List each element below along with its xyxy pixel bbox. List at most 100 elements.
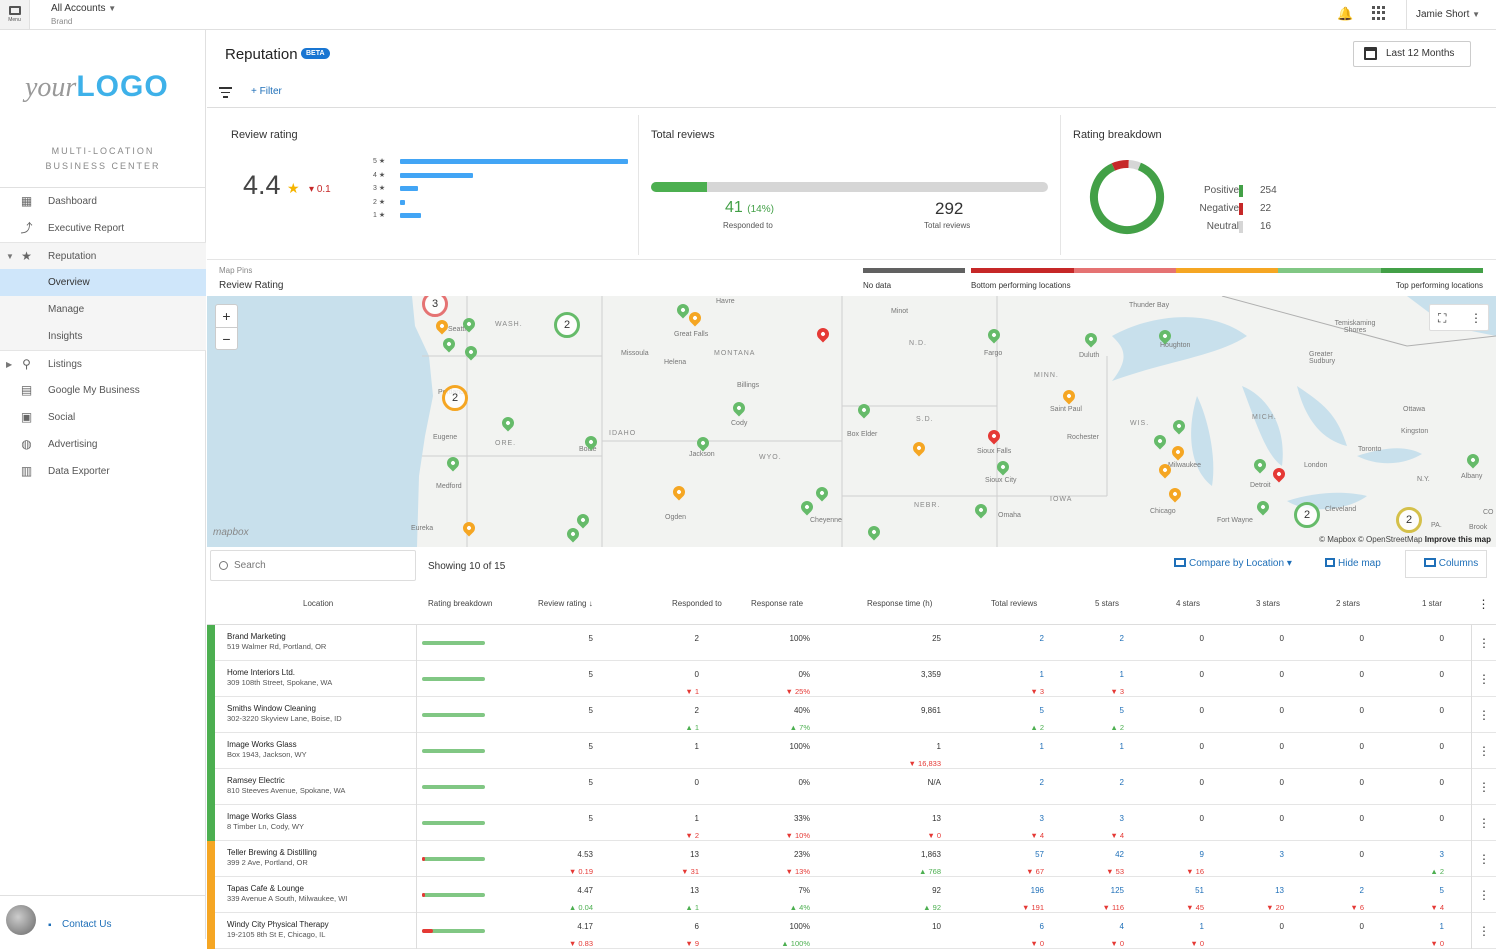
cell-value[interactable]: 5 — [1039, 706, 1044, 715]
user-menu[interactable]: Jamie Short ▼ — [1406, 0, 1489, 29]
sidebar-item-listings[interactable]: ▶ ⚲ Listings — [0, 350, 206, 377]
location-name[interactable]: Smiths Window Cleaning — [227, 704, 316, 713]
cell-value[interactable]: 2 — [1119, 634, 1124, 643]
column-header[interactable]: 4 stars — [1176, 599, 1201, 608]
cell-value[interactable]: 0 — [1439, 670, 1444, 679]
cell-value[interactable]: 0 — [1439, 778, 1444, 787]
bell-icon[interactable]: 🔔 — [1337, 6, 1354, 21]
table-row[interactable]: Teller Brewing & Distilling 399 2 Ave, Po… — [207, 841, 1496, 877]
row-kebab-icon[interactable]: ⋮ — [1471, 625, 1496, 661]
row-kebab-icon[interactable]: ⋮ — [1471, 769, 1496, 805]
cell-value[interactable]: 125 — [1110, 886, 1124, 895]
cell-value[interactable]: 4 — [1119, 922, 1124, 931]
cell-value[interactable]: 1 — [1039, 742, 1044, 751]
sidebar-item-advertising[interactable]: ◍ Advertising — [21, 437, 98, 451]
column-header[interactable]: Response time (h) — [867, 599, 933, 608]
cell-value[interactable]: 0 — [1439, 742, 1444, 751]
cell-value[interactable]: 0 — [1359, 670, 1364, 679]
map-cluster[interactable]: 3 — [422, 296, 448, 317]
cell-value[interactable]: 0 — [1439, 814, 1444, 823]
cell-value[interactable]: 0 — [1439, 634, 1444, 643]
cell-value[interactable]: 57 — [1035, 850, 1044, 859]
improve-map-link[interactable]: Improve this map — [1424, 535, 1491, 544]
sidebar-item-manage[interactable]: Manage — [0, 296, 206, 323]
cell-value[interactable]: 0 — [1279, 670, 1284, 679]
cell-value[interactable]: 42 — [1115, 850, 1124, 859]
map-cluster[interactable]: 2 — [1294, 502, 1320, 528]
location-name[interactable]: Ramsey Electric — [227, 776, 285, 785]
hide-map-button[interactable]: Hide map — [1325, 558, 1381, 569]
cell-value[interactable]: 1 — [1439, 922, 1444, 931]
zoom-out-button[interactable]: − — [216, 327, 237, 349]
cell-value[interactable]: 0 — [1279, 742, 1284, 751]
cell-value[interactable]: 0 — [1199, 634, 1204, 643]
compare-by-location-button[interactable]: Compare by Location ▾ — [1174, 558, 1292, 569]
table-row[interactable]: Tapas Cafe & Lounge 339 Avenue A South, M… — [207, 877, 1496, 913]
table-row[interactable]: Ramsey Electric 810 Steeves Avenue, Spoka… — [207, 769, 1496, 805]
zoom-in-button[interactable]: + — [222, 308, 231, 324]
menu-button[interactable]: Menu — [0, 0, 30, 29]
sidebar-item-executive-report[interactable]: ⤴ Executive Report — [20, 221, 125, 235]
sidebar-item-insights[interactable]: Insights — [0, 323, 206, 350]
date-range-button[interactable]: Last 12 Months — [1353, 41, 1471, 67]
cell-value[interactable]: 1 — [1199, 922, 1204, 931]
cell-value[interactable]: 0 — [1199, 778, 1204, 787]
cell-value[interactable]: 5 — [1439, 886, 1444, 895]
add-filter-button[interactable]: + Filter — [251, 86, 282, 97]
row-kebab-icon[interactable]: ⋮ — [1471, 697, 1496, 733]
table-row[interactable]: Image Works Glass 8 Timber Ln, Cody, WY 5 1… — [207, 805, 1496, 841]
cell-value[interactable]: 0 — [1439, 706, 1444, 715]
column-header[interactable]: Total reviews — [991, 599, 1038, 608]
column-header[interactable]: Response rate — [751, 599, 804, 608]
cell-value[interactable]: 0 — [1199, 814, 1204, 823]
cell-value[interactable]: 1 — [1119, 742, 1124, 751]
cell-value[interactable]: 1 — [1039, 670, 1044, 679]
cell-value[interactable]: 3 — [1439, 850, 1444, 859]
cell-value[interactable]: 13 — [1275, 886, 1284, 895]
cell-value[interactable]: 0 — [1359, 706, 1364, 715]
columns-button[interactable]: Columns — [1405, 550, 1487, 578]
cell-value[interactable]: 3 — [1119, 814, 1124, 823]
cell-value[interactable]: 51 — [1195, 886, 1204, 895]
cell-value[interactable]: 0 — [1199, 742, 1204, 751]
kebab-menu-icon[interactable]: ⋮ — [1470, 311, 1482, 325]
cell-value[interactable]: 0 — [1359, 814, 1364, 823]
column-header[interactable]: 3 stars — [1256, 599, 1281, 608]
cell-value[interactable]: 2 — [1359, 886, 1364, 895]
table-row[interactable]: Image Works Glass Box 1943, Jackson, WY 5 1… — [207, 733, 1496, 769]
location-name[interactable]: Home Interiors Ltd. — [227, 668, 296, 677]
contact-us-link[interactable]: Contact Us — [62, 919, 112, 930]
row-kebab-icon[interactable]: ⋮ — [1471, 733, 1496, 769]
cell-value[interactable]: 0 — [1279, 706, 1284, 715]
column-header[interactable]: 2 stars — [1336, 599, 1361, 608]
cell-value[interactable]: 1 — [1119, 670, 1124, 679]
cell-value[interactable]: 0 — [1199, 670, 1204, 679]
location-name[interactable]: Windy City Physical Therapy — [227, 920, 329, 929]
location-name[interactable]: Image Works Glass — [227, 812, 297, 821]
row-kebab-icon[interactable]: ⋮ — [1471, 913, 1496, 949]
location-name[interactable]: Tapas Cafe & Lounge — [227, 884, 304, 893]
column-header[interactable]: 5 stars — [1095, 599, 1120, 608]
column-header[interactable]: Location — [303, 599, 334, 608]
sidebar-item-google-my-business[interactable]: ▤ Google My Business — [20, 383, 140, 397]
column-header[interactable]: Rating breakdown — [428, 599, 493, 608]
account-selector[interactable]: All Accounts ▼ Brand — [51, 3, 116, 26]
sidebar-item-social[interactable]: ▣ Social — [20, 410, 76, 424]
location-name[interactable]: Teller Brewing & Distilling — [227, 848, 317, 857]
apps-grid-icon[interactable] — [1372, 6, 1386, 20]
row-kebab-icon[interactable]: ⋮ — [1471, 661, 1496, 697]
cell-value[interactable]: 0 — [1359, 634, 1364, 643]
filter-icon[interactable] — [219, 87, 232, 101]
cell-value[interactable]: 6 — [1039, 922, 1044, 931]
cell-value[interactable]: 2 — [1039, 778, 1044, 787]
cell-value[interactable]: 0 — [1359, 922, 1364, 931]
cell-value[interactable]: 0 — [1199, 706, 1204, 715]
column-header[interactable]: 1 star — [1422, 599, 1443, 608]
cell-value[interactable]: 0 — [1279, 922, 1284, 931]
location-name[interactable]: Brand Marketing — [227, 632, 286, 641]
location-name[interactable]: Image Works Glass — [227, 740, 297, 749]
cell-value[interactable]: 5 — [1119, 706, 1124, 715]
cell-value[interactable]: 0 — [1359, 778, 1364, 787]
cell-value[interactable]: 2 — [1039, 634, 1044, 643]
cell-value[interactable]: 196 — [1030, 886, 1044, 895]
